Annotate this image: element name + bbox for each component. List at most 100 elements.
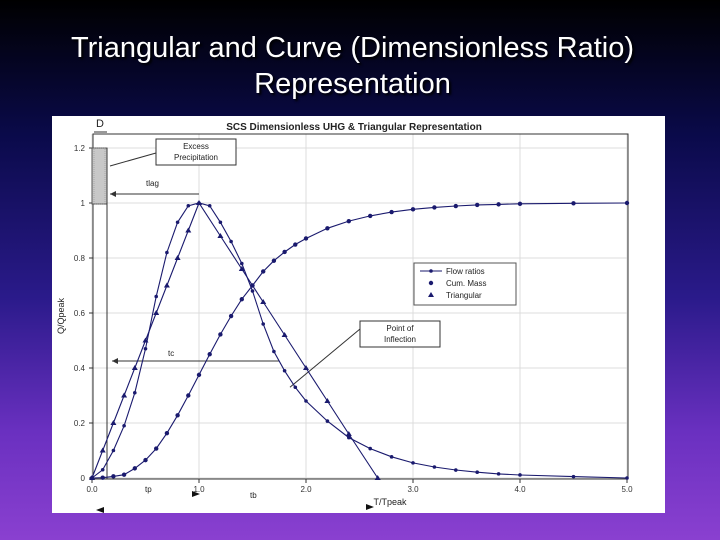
chart-title: SCS Dimensionless UHG & Triangular Repre…	[226, 122, 482, 133]
flow-ratio-point	[389, 455, 394, 459]
flow-ratio-point	[432, 465, 437, 469]
triangular-point	[131, 365, 138, 370]
triangular-point	[374, 475, 381, 480]
flow-ratio-point	[154, 294, 158, 299]
cum-mass-point	[143, 457, 148, 463]
flow-ratio-point	[293, 385, 298, 390]
flow-ratio-point	[218, 220, 223, 225]
flow-ratio-point	[272, 349, 276, 354]
cum-mass-point	[228, 313, 234, 319]
triangular-point	[196, 200, 202, 205]
cum-mass-point	[346, 218, 351, 224]
triangular-point	[99, 447, 106, 453]
triangular-point	[281, 332, 288, 337]
x-tick-label: 5.0	[621, 485, 633, 494]
cum-mass-point	[389, 209, 394, 215]
inflection-leader	[289, 328, 361, 388]
triangular-point	[163, 282, 170, 288]
cum-mass-point	[496, 202, 501, 207]
triangular-point	[110, 420, 117, 425]
cum-mass-point	[453, 203, 458, 209]
x-tick-label: 3.0	[407, 485, 419, 494]
inflection-label: Inflection	[384, 335, 416, 344]
flow-ratio-point	[571, 474, 576, 479]
tp-label: tp	[145, 485, 152, 494]
flow-ratio-point	[304, 399, 308, 403]
y-axis-label: Q/Qpeak	[56, 297, 66, 334]
x-tick-label: 4.0	[514, 485, 526, 494]
cum-mass-point	[121, 472, 127, 477]
triangular-point	[324, 398, 331, 403]
cum-mass-point	[164, 430, 170, 436]
cum-mass-point	[175, 413, 180, 418]
tb-label: tb	[250, 491, 257, 500]
flow-ratio-point	[250, 289, 255, 293]
flow-ratio-point	[454, 468, 458, 472]
flow-ratio-point	[411, 461, 415, 465]
d-label: D	[96, 118, 104, 130]
triangular-point	[174, 255, 181, 260]
cum-mass-point	[475, 202, 480, 208]
flow-ratio-point	[518, 473, 522, 477]
flow-ratio-point	[240, 261, 244, 266]
slide-title-line-1: Triangular and Curve (Dimensionless Rati…	[70, 32, 635, 64]
chart-series	[89, 200, 630, 481]
cum-mass-point	[368, 213, 373, 219]
cum-mass-point	[428, 280, 434, 286]
triangular-point	[121, 392, 128, 398]
triangular-point	[238, 266, 245, 271]
chart-legend: Flow ratios Cum. Mass Triangular	[413, 262, 517, 306]
legend-entry: Triangular	[446, 291, 482, 300]
cum-mass-point	[100, 475, 105, 480]
flow-ratio-point	[347, 435, 351, 440]
cum-mass-point	[154, 446, 159, 451]
triangular-point	[142, 337, 149, 343]
flow-ratio-point	[261, 322, 265, 326]
x-axis-label: T/Tpeak	[373, 497, 407, 507]
chart-grid	[91, 134, 628, 479]
y-tick-label: 0	[81, 474, 86, 483]
triangular-point	[260, 299, 267, 304]
flow-ratio-point	[143, 346, 148, 351]
cum-mass-point	[186, 393, 191, 398]
flow-ratio-point	[625, 476, 629, 480]
cum-mass-point	[293, 242, 298, 247]
flow-ratio-point	[229, 239, 233, 244]
triangular-point	[303, 365, 309, 370]
flow-ratio-point	[133, 390, 137, 395]
legend-entry: Flow ratios	[446, 267, 485, 276]
excess-precip-leader	[109, 152, 157, 167]
flow-ratio-point	[207, 203, 212, 208]
flow-ratio-point	[165, 250, 169, 255]
flow-ratio-point	[429, 269, 433, 273]
flow-ratio-point	[100, 467, 105, 472]
tp-arrow-right	[192, 491, 200, 497]
cum-mass-point	[517, 201, 523, 207]
triangular-point	[89, 475, 95, 480]
series-line	[91, 201, 379, 479]
cum-mass-point	[282, 249, 287, 255]
inflection-box	[359, 320, 441, 348]
triangular-point	[185, 227, 192, 233]
y-tick-label: 1.2	[74, 144, 86, 153]
cum-mass-point	[432, 205, 437, 210]
cum-mass-point	[218, 332, 223, 337]
flow-ratio-point	[282, 368, 287, 373]
cum-mass-point	[624, 200, 630, 206]
tlag-arrow-head	[110, 191, 116, 197]
triangular-point	[345, 431, 352, 436]
excess-precip-box	[155, 138, 237, 166]
excess-precipitation-hatch	[93, 147, 106, 205]
uhg-chart: SCS Dimensionless UHG & Triangular Repre…	[56, 118, 633, 513]
cum-mass-point	[271, 258, 277, 263]
flow-ratio-point	[186, 203, 191, 208]
flow-ratio-point	[368, 446, 373, 451]
tc-label: tc	[168, 349, 174, 358]
cum-mass-point	[111, 474, 116, 479]
tb-arrow-right	[366, 504, 374, 510]
excess-precip-label: Excess	[183, 142, 209, 151]
flow-ratio-point	[475, 470, 480, 475]
cum-mass-point	[239, 297, 244, 302]
flow-ratio-point	[122, 423, 126, 428]
inflection-label: Point of	[386, 324, 414, 333]
